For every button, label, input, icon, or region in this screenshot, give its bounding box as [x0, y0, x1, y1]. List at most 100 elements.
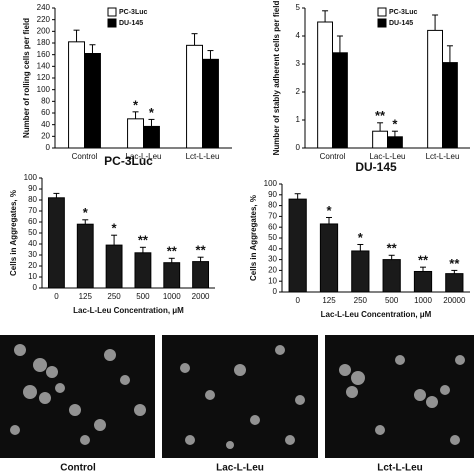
y-tick-label: 2 [296, 87, 301, 96]
bar [382, 259, 401, 293]
bar [351, 250, 370, 293]
y-tick-label: 100 [24, 173, 38, 182]
y-tick-label: 3 [296, 59, 301, 68]
y-tick-label: 0 [46, 143, 51, 152]
y-tick-label: 0 [33, 283, 38, 292]
x-tick-label: Control [72, 152, 98, 161]
bar [127, 118, 144, 149]
x-tick-label: Lct-L-Leu [426, 152, 460, 161]
micrograph-label: Control [60, 463, 96, 474]
legend-label: DU-145 [389, 20, 413, 27]
legend-swatch [107, 7, 117, 17]
significance-mark: * [358, 230, 364, 245]
x-tick-label: Control [320, 152, 346, 161]
x-tick-label: 2000 [192, 292, 210, 301]
y-tick-label: 20 [28, 261, 37, 270]
y-tick-label: 240 [37, 3, 51, 12]
y-tick-label: 80 [28, 195, 37, 204]
y-tick-label: 160 [37, 50, 51, 59]
chart-title: DU-145 [355, 160, 397, 174]
y-tick-label: 80 [268, 201, 277, 210]
significance-mark: ** [196, 243, 207, 258]
x-tick-label: 20000 [443, 296, 466, 305]
bar [202, 58, 219, 149]
bar [445, 273, 464, 293]
significance-mark: * [112, 221, 118, 236]
y-axis-label: Number of stably adherent cells per fiel… [272, 1, 281, 156]
y-axis-label: Cells in Aggregates, % [9, 190, 18, 276]
y-tick-label: 120 [37, 73, 51, 82]
y-tick-label: 10 [268, 276, 277, 285]
y-tick-label: 180 [37, 38, 51, 47]
x-tick-label: 500 [136, 292, 150, 301]
legend-swatch [377, 7, 387, 17]
x-tick-label: Lct-L-Leu [186, 152, 220, 161]
bar [319, 223, 339, 293]
significance-mark: ** [449, 256, 460, 271]
x-tick-label: 1000 [163, 292, 181, 301]
significance-mark: * [83, 205, 89, 220]
x-tick-label: 0 [295, 296, 300, 305]
bar [332, 52, 348, 149]
x-tick-label: 500 [385, 296, 399, 305]
significance-mark: ** [418, 253, 429, 268]
bar [186, 44, 204, 149]
significance-mark: ** [387, 241, 398, 256]
x-tick-label: Lac-L-Leu [125, 152, 161, 161]
y-tick-label: 0 [273, 287, 278, 296]
bar [76, 223, 94, 289]
bar [413, 270, 433, 293]
y-tick-label: 4 [296, 31, 301, 40]
x-tick-label: Lac-L-Leu [369, 152, 405, 161]
legend-swatch [377, 18, 387, 28]
y-tick-label: 70 [268, 212, 277, 221]
significance-mark: ** [167, 244, 178, 259]
bar [442, 62, 458, 149]
x-tick-label: 125 [322, 296, 336, 305]
y-tick-label: 90 [28, 184, 37, 193]
bar [372, 130, 388, 149]
y-tick-label: 80 [41, 96, 50, 105]
x-tick-label: 1000 [414, 296, 432, 305]
y-tick-label: 100 [264, 179, 278, 188]
x-axis-label: Lac-L-Leu Concentration, μM [321, 310, 432, 319]
y-tick-label: 5 [296, 3, 301, 12]
bar [387, 136, 403, 149]
bar [192, 261, 210, 289]
y-tick-label: 70 [28, 206, 37, 215]
y-tick-label: 220 [37, 15, 51, 24]
bar [47, 197, 65, 289]
x-tick-label: 250 [354, 296, 368, 305]
y-tick-label: 60 [41, 108, 50, 117]
chart-title: PC-3Luc [104, 154, 153, 168]
y-tick-label: 20 [41, 131, 50, 140]
y-tick-label: 50 [28, 228, 37, 237]
legend-swatch [107, 18, 117, 28]
y-tick-label: 90 [268, 190, 277, 199]
y-tick-label: 200 [37, 26, 51, 35]
micrograph-label: Lac-L-Leu [216, 463, 264, 474]
y-tick-label: 50 [268, 233, 277, 242]
y-tick-label: 60 [268, 222, 277, 231]
y-tick-label: 100 [37, 85, 51, 94]
significance-mark: * [149, 105, 155, 120]
x-tick-label: 250 [107, 292, 121, 301]
x-tick-label: 0 [54, 292, 59, 301]
bar [317, 21, 333, 149]
legend-label: DU-145 [119, 20, 143, 27]
micrograph-label: Lct-L-Leu [377, 463, 423, 474]
significance-mark: * [326, 203, 332, 218]
x-axis-label: Lac-L-Leu Concentration, μM [73, 306, 184, 315]
y-tick-label: 1 [296, 115, 301, 124]
y-axis-label: Number of rolling cells per field [22, 18, 31, 138]
legend-label: PC-3Luc [119, 9, 148, 16]
significance-mark: * [133, 97, 139, 112]
y-axis-label: Cells in Aggregates, % [249, 195, 258, 281]
bar [163, 262, 181, 289]
y-tick-label: 0 [296, 143, 301, 152]
bar [427, 29, 443, 149]
legend-label: PC-3Luc [389, 9, 418, 16]
bar [105, 244, 123, 289]
bar [143, 125, 160, 149]
